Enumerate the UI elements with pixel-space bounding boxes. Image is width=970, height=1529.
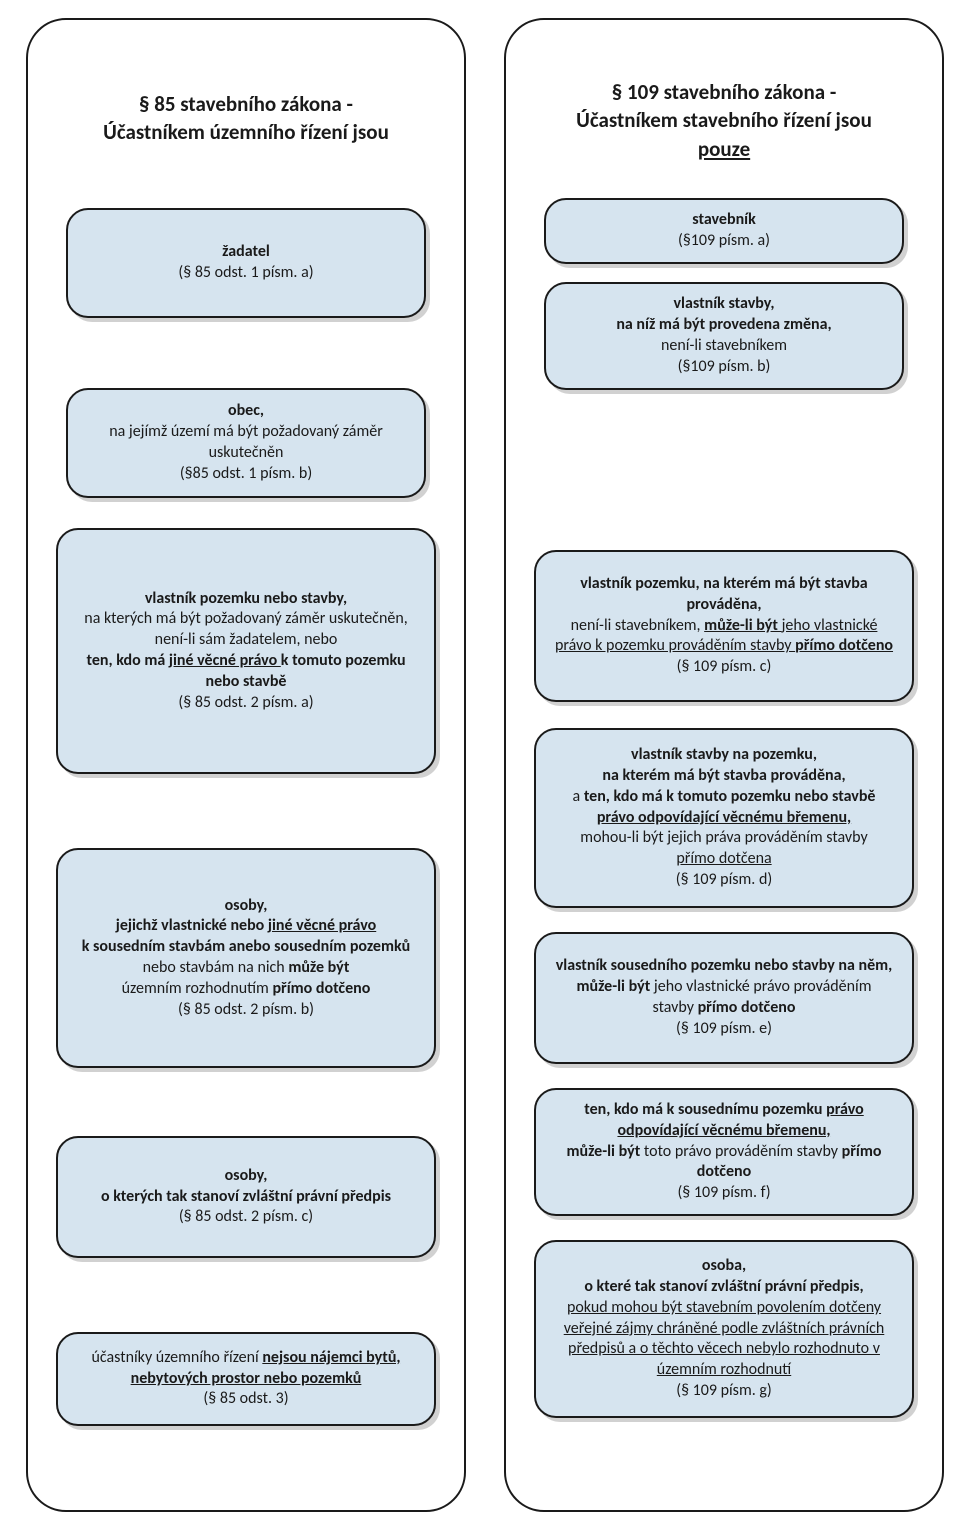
- left-box-5: účastníky územního řízení nejsou nájemci…: [56, 1332, 436, 1426]
- right-box-4-line-0: vlastník sousedního pozemku nebo stavby …: [554, 956, 894, 977]
- right-box-2-line-2: (§ 109 písm. c): [554, 657, 894, 678]
- left-box-3-line-3: územním rozhodnutím přímo dotčeno: [76, 979, 416, 1000]
- left-box-0-line-1: (§ 85 odst. 1 písm. a): [86, 263, 406, 284]
- left-box-2-line-3: (§ 85 odst. 2 písm. a): [76, 693, 416, 714]
- page: § 85 stavebního zákona - Účastníkem územ…: [0, 0, 970, 1529]
- right-box-6-line-3: (§ 109 písm. g): [554, 1381, 894, 1402]
- left-box-4-line-2: (§ 85 odst. 2 písm. c): [76, 1207, 416, 1228]
- right-box-1-line-3: (§109 písm. b): [564, 357, 884, 378]
- left-box-4: osoby,o kterých tak stanoví zvláštní prá…: [56, 1136, 436, 1258]
- left-box-1: obec,na jejímž území má být požadovaný z…: [66, 388, 426, 498]
- left-box-1-line-0: obec,: [86, 401, 406, 422]
- right-box-6-line-2: pokud mohou být stavebním povolením dotč…: [554, 1298, 894, 1381]
- right-title-line2: Účastníkem stavebního řízení jsou: [504, 106, 944, 134]
- right-box-3-line-2: a ten, kdo má k tomuto pozemku nebo stav…: [554, 787, 894, 808]
- left-box-1-line-1: na jejímž území má být požadovaný záměr …: [86, 422, 406, 464]
- right-box-4-line-2: (§ 109 písm. e): [554, 1019, 894, 1040]
- left-title-line2: Účastníkem územního řízení jsou: [26, 118, 466, 146]
- right-box-5-line-2: (§ 109 písm. f): [554, 1183, 894, 1204]
- left-box-3-line-1: jejichž vlastnické nebo jiné věcné právo: [76, 916, 416, 937]
- right-box-1-line-2: není-li stavebníkem: [564, 336, 884, 357]
- right-box-1-line-0: vlastník stavby,: [564, 294, 884, 315]
- left-box-2-line-2: ten, kdo má jiné věcné právo k tomuto po…: [76, 651, 416, 693]
- right-box-3-line-4: mohou-li být jejich práva prováděním sta…: [554, 828, 894, 849]
- right-box-0: stavebník(§109 písm. a): [544, 198, 904, 264]
- right-box-5-line-1: může-li být toto právo prováděním stavby…: [554, 1142, 894, 1184]
- right-box-3-line-5: přímo dotčena: [554, 849, 894, 870]
- left-box-2: vlastník pozemku nebo stavby,na kterých …: [56, 528, 436, 774]
- right-box-1-line-1: na níž má být provedena změna,: [564, 315, 884, 336]
- right-column-title: § 109 stavebního zákona - Účastníkem sta…: [504, 78, 944, 163]
- right-box-5: ten, kdo má k sousednímu pozemku právo o…: [534, 1088, 914, 1216]
- right-box-1: vlastník stavby,na níž má být provedena …: [544, 282, 904, 390]
- right-box-6-line-0: osoba,: [554, 1256, 894, 1277]
- left-box-5-line-0: účastníky územního řízení nejsou nájemci…: [76, 1348, 416, 1390]
- right-title-line1: § 109 stavebního zákona -: [504, 78, 944, 106]
- right-box-5-line-0: ten, kdo má k sousednímu pozemku právo o…: [554, 1100, 894, 1142]
- right-box-6: osoba,o které tak stanoví zvláštní právn…: [534, 1240, 914, 1418]
- right-box-0-line-1: (§109 písm. a): [564, 231, 884, 252]
- right-title-line3: pouze: [504, 135, 944, 163]
- left-box-3-line-4: (§ 85 odst. 2 písm. b): [76, 1000, 416, 1021]
- right-box-4: vlastník sousedního pozemku nebo stavby …: [534, 932, 914, 1064]
- right-box-2-line-0: vlastník pozemku, na kterém má být stavb…: [554, 574, 894, 616]
- left-box-3-line-2: k sousedním stavbám anebo sousedním poze…: [76, 937, 416, 979]
- right-box-0-line-0: stavebník: [564, 210, 884, 231]
- left-box-3: osoby,jejichž vlastnické nebo jiné věcné…: [56, 848, 436, 1068]
- left-box-5-line-1: (§ 85 odst. 3): [76, 1389, 416, 1410]
- left-title-line1: § 85 stavebního zákona -: [26, 90, 466, 118]
- left-box-4-line-1: o kterých tak stanoví zvláštní právní př…: [76, 1187, 416, 1208]
- right-box-3-line-6: (§ 109 písm. d): [554, 870, 894, 891]
- right-box-4-line-1: může-li být jeho vlastnické právo provád…: [554, 977, 894, 1019]
- left-box-0: žadatel(§ 85 odst. 1 písm. a): [66, 208, 426, 318]
- left-box-2-line-0: vlastník pozemku nebo stavby,: [76, 589, 416, 610]
- right-box-3-line-1: na kterém má být stavba prováděna,: [554, 766, 894, 787]
- left-box-3-line-0: osoby,: [76, 896, 416, 917]
- right-box-2: vlastník pozemku, na kterém má být stavb…: [534, 550, 914, 702]
- right-box-6-line-1: o které tak stanoví zvláštní právní před…: [554, 1277, 894, 1298]
- left-column-title: § 85 stavebního zákona - Účastníkem územ…: [26, 90, 466, 147]
- right-box-3: vlastník stavby na pozemku,na kterém má …: [534, 728, 914, 908]
- right-box-3-line-0: vlastník stavby na pozemku,: [554, 745, 894, 766]
- left-box-1-line-2: (§85 odst. 1 písm. b): [86, 464, 406, 485]
- left-box-2-line-1: na kterých má být požadovaný záměr uskut…: [76, 609, 416, 651]
- right-box-2-line-1: není-li stavebníkem, může-li být jeho vl…: [554, 616, 894, 658]
- left-box-0-line-0: žadatel: [86, 242, 406, 263]
- left-box-4-line-0: osoby,: [76, 1166, 416, 1187]
- right-box-3-line-3: právo odpovídající věcnému břemenu,: [554, 808, 894, 829]
